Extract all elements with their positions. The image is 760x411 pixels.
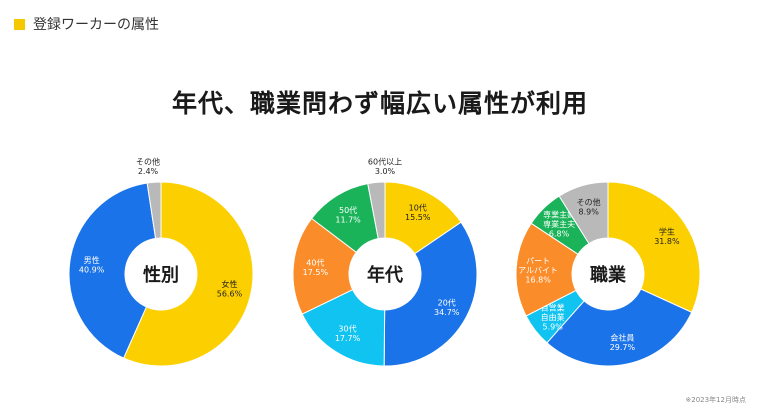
section-title: 登録ワーカーの属性	[33, 17, 159, 33]
donut-center-label: 年代	[367, 264, 403, 286]
slice-label: 50代 11.7%	[335, 205, 361, 225]
slice-label: 20代 34.7%	[434, 297, 460, 317]
donut-slice	[68, 182, 157, 359]
headline: 年代、職業問わず幅広い属性が利用	[171, 89, 588, 118]
donut-slice	[122, 181, 254, 367]
footnote: ※2023年12月時点	[685, 396, 746, 404]
donut-center-label: 職業	[590, 264, 627, 286]
slice-label: 自営業自由業 5.9%	[541, 302, 565, 331]
donut-slice	[607, 181, 701, 313]
donut-slice	[292, 217, 357, 315]
slice-label: 女性 56.6%	[217, 279, 243, 299]
section-header: 登録ワーカーの属性	[14, 14, 159, 34]
donut-slice	[546, 288, 693, 367]
donut-slice	[515, 222, 579, 317]
slice-label: その他 2.4%	[136, 156, 160, 176]
slice-label: 学生 31.8%	[654, 226, 680, 246]
section-marker-square	[14, 18, 25, 30]
donut-slice	[301, 289, 386, 367]
slice-label: 40代 17.5%	[303, 257, 329, 277]
slice-label: その他 8.9%	[577, 197, 601, 217]
donut-slice	[383, 221, 478, 367]
slice-label: 30代 17.7%	[335, 323, 361, 343]
slice-label: 男性 40.9%	[79, 255, 105, 275]
slice-label: 専業主婦専業主夫 6.8%	[543, 209, 575, 238]
donut-slice	[146, 181, 162, 239]
donut-slice	[367, 181, 386, 240]
slice-label: 会社員 29.7%	[610, 333, 636, 353]
donut-slice	[558, 181, 609, 245]
slice-label: パートアルバイト 16.8%	[518, 257, 558, 285]
slice-label: 10代 15.5%	[405, 202, 431, 222]
donut-center-label: 性別	[143, 264, 179, 286]
slice-label: 60代以上 3.0%	[368, 156, 402, 176]
